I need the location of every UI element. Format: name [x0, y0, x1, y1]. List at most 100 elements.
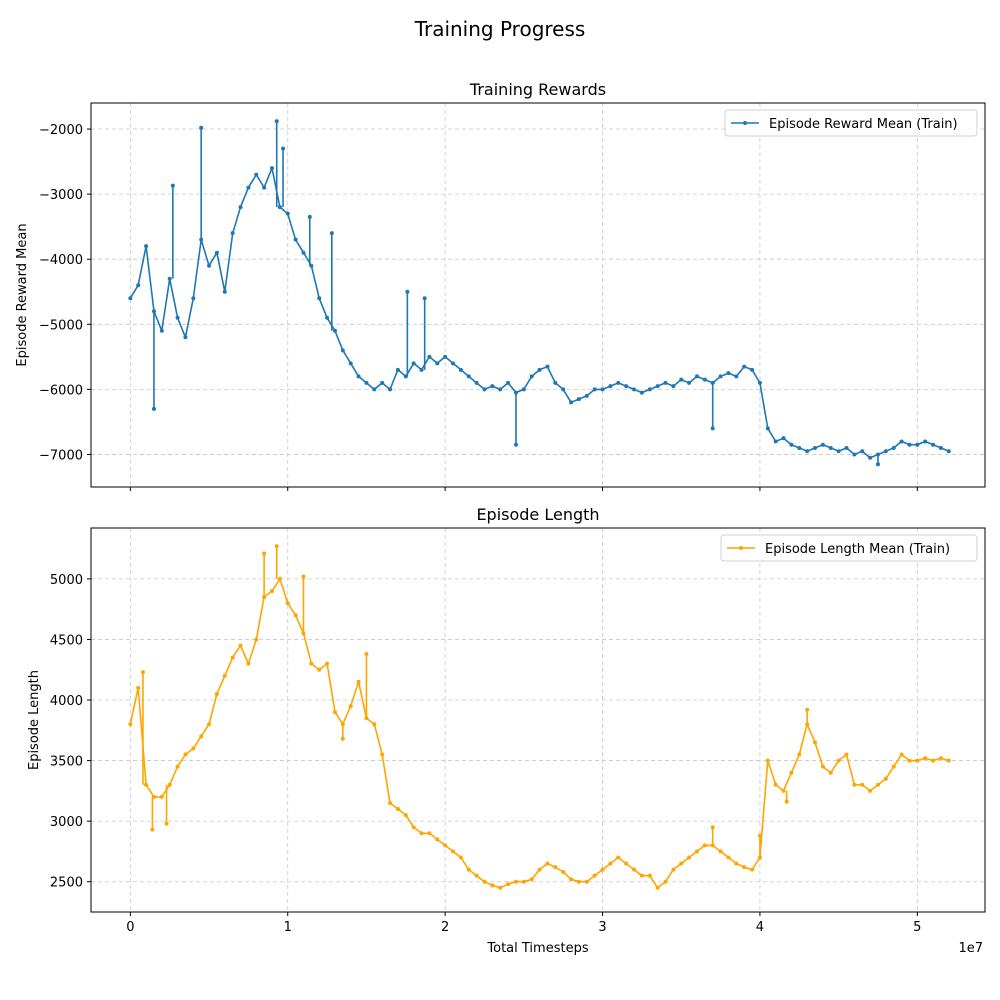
- length-y-tick-label-5: 5000: [50, 573, 83, 588]
- length-data-point-100: [915, 758, 920, 763]
- length-data-point-16: [254, 637, 259, 642]
- length-data-point-37: [419, 831, 424, 836]
- length-data-point-11: [214, 691, 219, 696]
- reward-y-tick-label-0: −7000: [39, 448, 83, 463]
- length-data-point-69: [671, 867, 676, 872]
- reward-data-point-52: [537, 367, 542, 372]
- episode-length-ylabel: Episode Length: [27, 670, 42, 770]
- reward-data-point-16: [254, 172, 259, 177]
- reward-data-point-77: [734, 374, 739, 379]
- reward-data-point-1: [136, 283, 141, 288]
- length-data-point-66: [647, 873, 652, 878]
- length-data-point-60: [600, 867, 605, 872]
- length-axes-frame: [90, 527, 986, 913]
- reward-data-point-61: [608, 384, 613, 389]
- length-y-tick-label-4: 4500: [50, 633, 83, 648]
- reward-data-point-6: [175, 315, 180, 320]
- length-data-point-85: [797, 752, 802, 757]
- length-data-point-35: [403, 813, 408, 818]
- reward-data-point-75: [718, 374, 723, 379]
- length-data-point-52: [537, 867, 542, 872]
- reward-data-point-54: [553, 380, 558, 385]
- length-data-point-46: [490, 883, 495, 888]
- reward-data-point-28: [348, 361, 353, 366]
- reward-data-point-67: [655, 384, 660, 389]
- length-data-point-24: [317, 667, 322, 672]
- figure-suptitle: Training Progress: [414, 17, 586, 41]
- length-data-point-23: [309, 661, 314, 666]
- reward-data-point-18: [270, 166, 275, 171]
- length-y-tick-label-0: 2500: [50, 876, 83, 891]
- length-legend-box: [720, 534, 978, 562]
- length-data-point-73: [702, 843, 707, 848]
- length-data-point-103: [938, 756, 943, 761]
- length-data-point-83: [781, 788, 786, 793]
- length-data-point-102: [931, 758, 936, 763]
- length-legend-swatch-marker: [739, 546, 743, 550]
- length-data-point-18: [270, 588, 275, 593]
- length-data-point-57: [576, 879, 581, 884]
- length-spike-point-0: [140, 670, 145, 675]
- length-data-point-71: [687, 855, 692, 860]
- reward-data-point-7: [183, 335, 188, 340]
- reward-data-point-31: [372, 387, 377, 392]
- reward-data-point-72: [694, 374, 699, 379]
- reward-data-point-96: [883, 449, 888, 454]
- length-data-point-96: [883, 776, 888, 781]
- length-data-point-9: [199, 734, 204, 739]
- reward-data-point-57: [576, 397, 581, 402]
- length-spike-point-6: [364, 651, 369, 656]
- length-data-point-64: [632, 867, 637, 872]
- reward-legend: Episode Reward Mean (Train): [724, 109, 978, 137]
- length-x-tick-label-1: 1: [284, 920, 292, 935]
- length-spike-point-2: [164, 821, 169, 826]
- length-y-tick-label-2: 3500: [50, 755, 83, 770]
- length-data-point-41: [451, 849, 456, 854]
- length-data-point-94: [868, 788, 873, 793]
- reward-data-point-36: [411, 361, 416, 366]
- reward-data-point-79: [750, 367, 755, 372]
- reward-data-point-103: [938, 445, 943, 450]
- length-data-point-104: [946, 758, 951, 763]
- reward-data-point-63: [624, 384, 629, 389]
- reward-data-point-38: [427, 354, 432, 359]
- reward-data-point-24: [317, 296, 322, 301]
- episode-length-xlabel: Total Timesteps: [486, 941, 588, 956]
- length-data-point-36: [411, 825, 416, 830]
- length-data-point-87: [813, 740, 818, 745]
- reward-axes-frame: [90, 102, 986, 488]
- reward-spike-point-6: [405, 289, 410, 294]
- reward-spike-point-8: [151, 406, 156, 411]
- reward-data-point-37: [419, 367, 424, 372]
- reward-data-point-82: [773, 439, 778, 444]
- reward-data-point-83: [781, 436, 786, 441]
- reward-data-point-39: [435, 361, 440, 366]
- reward-data-point-55: [561, 387, 566, 392]
- length-data-point-77: [734, 861, 739, 866]
- reward-spike-point-1: [274, 119, 279, 124]
- reward-legend-label: Episode Reward Mean (Train): [769, 117, 958, 132]
- length-x-tick-label-0: 0: [126, 920, 134, 935]
- length-data-point-33: [388, 800, 393, 805]
- length-data-point-56: [569, 877, 574, 882]
- reward-data-point-33: [388, 387, 393, 392]
- length-data-point-5: [167, 782, 172, 787]
- length-data-point-61: [608, 861, 613, 866]
- reward-data-point-102: [931, 442, 936, 447]
- reward-legend-swatch-marker: [743, 121, 747, 125]
- reward-data-point-87: [813, 445, 818, 450]
- length-legend: Episode Length Mean (Train): [720, 534, 978, 562]
- reward-data-point-60: [600, 387, 605, 392]
- reward-data-point-94: [868, 455, 873, 460]
- reward-data-point-98: [899, 439, 904, 444]
- reward-data-point-11: [214, 250, 219, 255]
- length-x-tick-label-2: 2: [441, 920, 449, 935]
- length-data-point-51: [529, 877, 534, 882]
- length-data-point-1: [136, 685, 141, 690]
- length-data-point-20: [285, 601, 290, 606]
- length-data-point-8: [191, 746, 196, 751]
- length-data-point-95: [875, 782, 880, 787]
- length-data-point-93: [860, 782, 865, 787]
- length-spike-point-4: [274, 544, 279, 549]
- reward-data-point-80: [757, 380, 762, 385]
